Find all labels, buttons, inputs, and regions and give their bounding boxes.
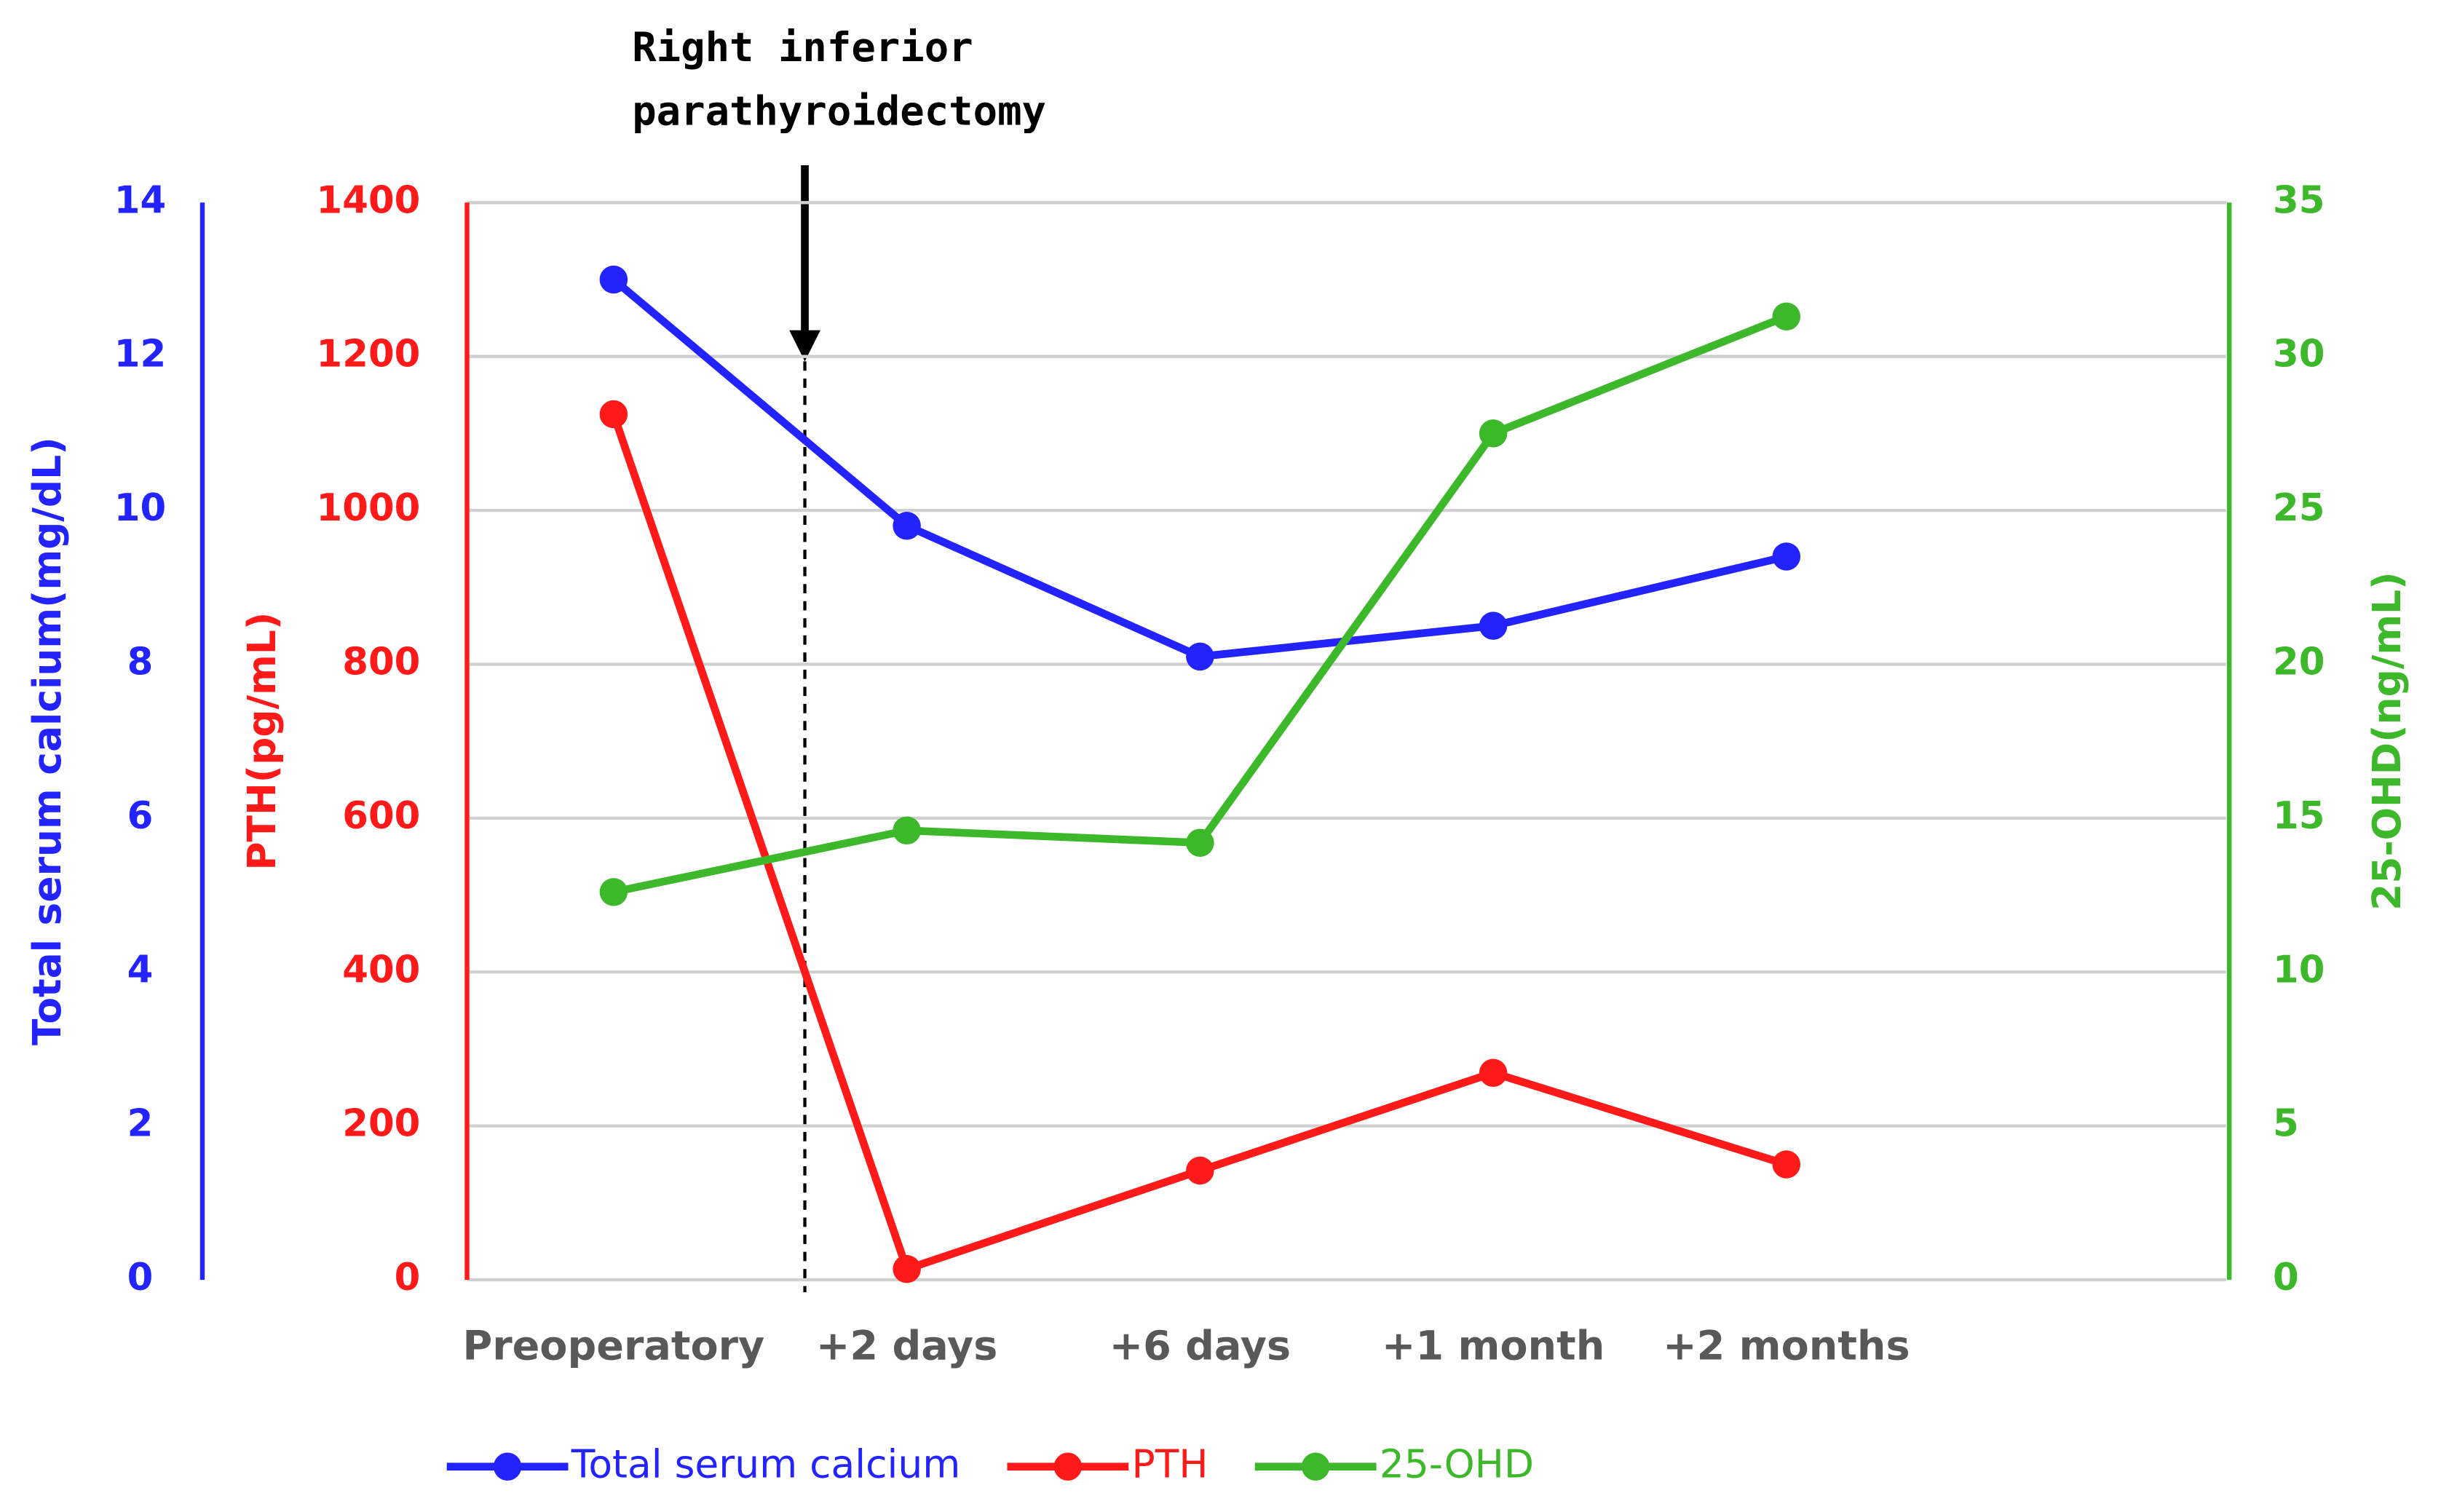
annotation-line: parathyroidectomy xyxy=(632,88,1046,135)
y-tick-label: 1000 xyxy=(317,486,421,530)
y-tick-label: 14 xyxy=(114,178,166,222)
legend-label: PTH xyxy=(1132,1441,1208,1487)
y-tick-label: 0 xyxy=(127,1256,154,1299)
point xyxy=(893,816,921,845)
annotation-arrow-head xyxy=(789,330,820,362)
y-tick-label: 0 xyxy=(2273,1256,2299,1299)
legend-marker xyxy=(1301,1452,1330,1481)
y-tick-label: 6 xyxy=(127,794,154,838)
y-tick-label: 25 xyxy=(2273,486,2325,530)
x-tick-label: +1 month xyxy=(1382,1322,1605,1369)
series-line xyxy=(611,276,1788,661)
y-tick-label: 35 xyxy=(2273,178,2325,222)
x-tick-label: Preoperatory xyxy=(462,1322,764,1369)
point xyxy=(1479,611,1508,640)
point xyxy=(1479,419,1508,448)
y-tick-label: 30 xyxy=(2273,333,2325,376)
point xyxy=(1186,828,1214,857)
point xyxy=(1186,1156,1214,1185)
series-line xyxy=(612,312,1788,896)
y-tick-label: 15 xyxy=(2273,794,2325,838)
y-tick-label: 800 xyxy=(342,640,420,684)
y-tick-label: 4 xyxy=(127,948,154,991)
y-tick-label: 400 xyxy=(342,948,420,991)
y-tick-label: 2 xyxy=(127,1102,154,1146)
point xyxy=(893,1255,921,1283)
axis-title: PTH(pg/mL) xyxy=(239,612,285,871)
y-tick-label: 10 xyxy=(2273,948,2325,991)
legend-marker xyxy=(493,1452,522,1481)
y-tick-label: 600 xyxy=(342,794,420,838)
y-tick-label: 200 xyxy=(342,1102,420,1146)
legend-marker xyxy=(1053,1452,1083,1481)
axis-title: 25-OHD(ng/mL) xyxy=(2364,571,2410,910)
y-tick-label: 1400 xyxy=(317,178,421,222)
y-tick-label: 5 xyxy=(2273,1102,2299,1146)
point xyxy=(1772,302,1801,330)
axis-title: Total serum calcium(mg/dL) xyxy=(24,437,70,1045)
y-tick-label: 0 xyxy=(395,1256,421,1299)
legend-label: 25-OHD xyxy=(1380,1441,1534,1487)
annotation-line: Right inferior xyxy=(632,24,973,71)
y-tick-label: 10 xyxy=(114,486,166,530)
point xyxy=(599,878,628,906)
x-tick-label: +6 days xyxy=(1109,1322,1291,1369)
y-tick-label: 12 xyxy=(114,333,166,376)
point xyxy=(1479,1058,1508,1087)
x-tick-label: +2 months xyxy=(1663,1322,1910,1369)
legend-label: Total serum calcium xyxy=(571,1441,961,1487)
y-tick-label: 20 xyxy=(2273,640,2325,684)
point xyxy=(893,511,921,540)
point xyxy=(599,400,628,429)
y-tick-label: 8 xyxy=(127,640,154,684)
point xyxy=(1772,542,1801,571)
plot: 0 2 4 6 8 10 12 14 Total serum calcium(mg/dL) 0 20… xyxy=(24,178,2410,1487)
annotation: Right inferior parathyroidectomy xyxy=(632,24,1046,135)
point xyxy=(599,265,628,294)
point xyxy=(1186,642,1214,671)
x-tick-label: +2 days xyxy=(816,1322,997,1369)
y-tick-label: 1200 xyxy=(317,333,421,376)
point xyxy=(1772,1150,1801,1179)
